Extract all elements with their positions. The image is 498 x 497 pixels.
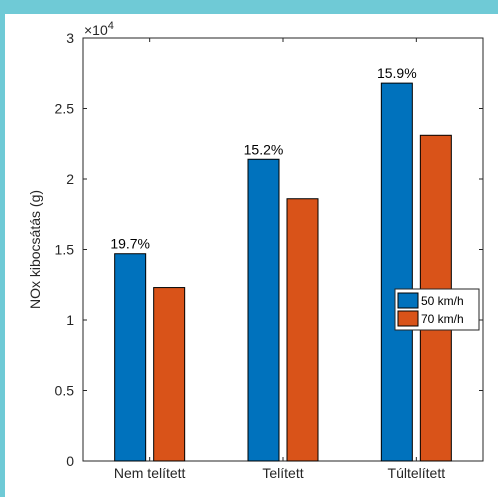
y-tick-label-5: 2 (66, 171, 74, 187)
legend-label-1: 50 km/h (421, 294, 464, 308)
x-tick-label-2: Telített (262, 465, 303, 481)
legend-label-2: 70 km/h (421, 312, 464, 326)
y-tick-label-3: 1 (66, 312, 74, 328)
bar-1-3 (380, 82, 413, 462)
x-axis-ticks: Nem telített Telített Túltelített (114, 38, 445, 481)
y-tick-label-1: 0 (66, 453, 74, 469)
bar-2-1 (153, 287, 186, 462)
legend-swatch-1 (397, 292, 419, 309)
bar-1-1 (114, 253, 147, 462)
data-label-3: 15.9% (377, 65, 417, 81)
y-tick-label-4: 1.5 (55, 242, 75, 258)
y-tick-label-6: 2.5 (55, 101, 75, 117)
y-axis-ticks: 0 0.5 1 1.5 2 2.5 3 (55, 30, 483, 469)
data-labels: 19.7% 15.2% 15.9% (110, 65, 416, 252)
y-axis-title: NOx kibocsátás (g) (27, 190, 43, 309)
x-tick-label-1: Nem telített (114, 465, 186, 481)
data-label-1: 19.7% (110, 236, 150, 252)
y-tick-label-7: 3 (66, 30, 74, 46)
bars (114, 82, 452, 462)
y-axis-exponent: ×104 (84, 20, 114, 38)
legend-swatch-2 (397, 310, 419, 327)
data-label-2: 15.2% (244, 141, 284, 157)
bar-1-2 (247, 158, 280, 462)
bar-2-2 (286, 198, 319, 462)
x-tick-label-3: Túltelített (388, 465, 446, 481)
y-tick-label-2: 0.5 (55, 383, 75, 399)
legend: 50 km/h 70 km/h (394, 288, 480, 331)
